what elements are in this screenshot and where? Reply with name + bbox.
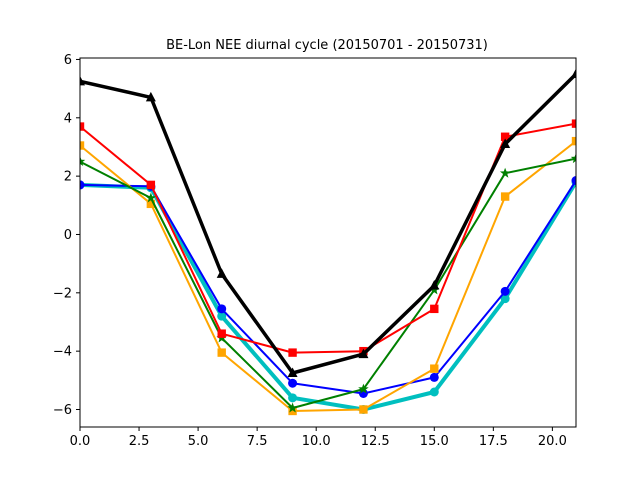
x-axis: 0.0 2.5 5.0 7.5 10.0 12.5 15.0 17.5 20.0 (70, 427, 567, 449)
series-2-line (80, 140, 576, 412)
data-point (80, 141, 85, 150)
data-point (500, 132, 510, 141)
data-point (80, 75, 85, 86)
data-point (216, 268, 227, 278)
data-point (145, 91, 156, 102)
series-5 (80, 68, 576, 378)
plot-frame (79, 57, 577, 428)
data-point (571, 136, 576, 146)
data-point (429, 387, 439, 397)
data-point (430, 304, 439, 314)
data-point (80, 156, 86, 166)
x-tick-label: 12.5 (361, 434, 390, 449)
data-point (288, 406, 297, 416)
y-tick-label: 2 (64, 170, 72, 185)
data-point (499, 167, 511, 178)
data-point (288, 378, 298, 388)
x-tick-label: 17.5 (479, 434, 508, 449)
x-tick-label: 2.5 (129, 434, 150, 449)
data-point (571, 68, 576, 79)
y-tick-label: 6 (64, 53, 72, 68)
data-point (500, 138, 511, 149)
x-tick-label: 0.0 (70, 434, 91, 449)
data-point (359, 405, 368, 414)
data-point (430, 364, 439, 373)
data-point (217, 304, 227, 314)
x-tick-label: 10.0 (302, 434, 331, 449)
data-point (358, 348, 369, 359)
data-point (570, 153, 576, 164)
y-tick-label: 4 (64, 111, 72, 126)
data-point (500, 294, 510, 304)
series-3-line (80, 157, 576, 409)
x-tick-label: 5.0 (188, 434, 209, 449)
data-point (429, 280, 440, 290)
series-4-line (80, 122, 576, 354)
data-point (571, 176, 576, 186)
series-4 (80, 119, 576, 357)
y-tick-label: 0 (64, 228, 72, 243)
data-point (571, 119, 576, 128)
data-point (217, 311, 227, 321)
data-point (80, 122, 85, 131)
series-2 (80, 136, 576, 416)
data-point (217, 348, 226, 357)
data-point (146, 180, 156, 190)
data-point (358, 383, 369, 394)
data-point (500, 286, 510, 296)
data-point (145, 192, 157, 203)
x-tick-label: 15.0 (420, 434, 449, 449)
y-tick-label: −4 (53, 345, 72, 360)
y-tick-label: −6 (53, 403, 72, 418)
x-tick-label: 7.5 (247, 434, 268, 449)
data-point (288, 393, 298, 403)
plot-area (80, 68, 576, 416)
data-point (429, 372, 439, 382)
y-axis: −6 −4 −2 0 2 4 6 (53, 53, 80, 418)
series-1-line (80, 179, 576, 395)
data-point (217, 329, 226, 338)
data-point (288, 348, 297, 357)
data-point (287, 402, 298, 413)
x-tick-label: 20.0 (538, 434, 567, 449)
data-point (80, 180, 85, 190)
data-point (146, 199, 156, 209)
chart-title: BE-Lon NEE diurnal cycle (20150701 - 201… (166, 38, 488, 53)
data-point (287, 367, 298, 378)
y-tick-label: −2 (53, 286, 72, 301)
series-5-line (80, 72, 576, 375)
data-point (500, 192, 510, 201)
